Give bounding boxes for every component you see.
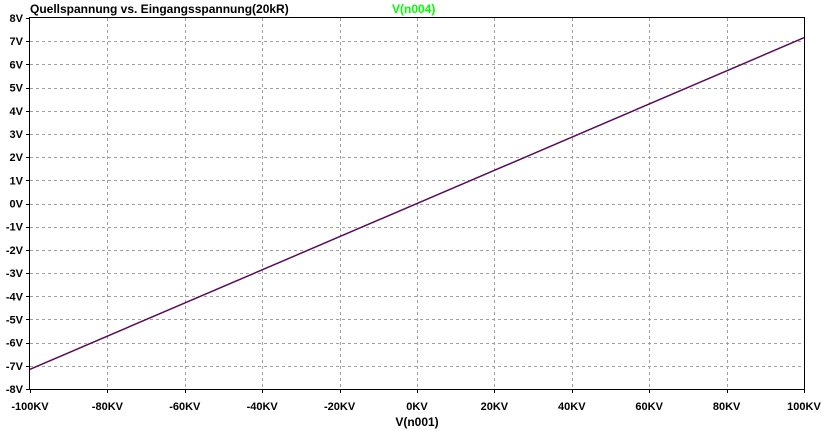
series-line-v-n004[interactable] — [29, 37, 805, 370]
x-tick-label: 80KV — [713, 401, 741, 413]
x-tick-label: 100KV — [787, 401, 821, 413]
y-tick-label: 3V — [10, 129, 24, 141]
y-tick-label: 8V — [10, 13, 24, 25]
x-tick-label: 0KV — [406, 401, 428, 413]
y-tick-label: 0V — [10, 199, 24, 211]
y-tick-label: -8V — [6, 384, 24, 396]
x-tick-label: -60KV — [169, 401, 201, 413]
chart-title: Quellspannung vs. Eingangsspannung(20kR) — [30, 2, 289, 16]
x-tick-label: 20KV — [481, 401, 509, 413]
y-tick-label: 1V — [10, 175, 24, 187]
y-tick-label: 7V — [10, 36, 24, 48]
y-tick-label: -6V — [6, 338, 24, 350]
y-tick-label: -5V — [6, 314, 24, 326]
y-tick-label: 4V — [10, 106, 24, 118]
x-tick-label: -100KV — [11, 401, 49, 413]
y-tick-label: 5V — [10, 83, 24, 95]
y-tick-label: 6V — [10, 59, 24, 71]
y-tick-label: -1V — [6, 222, 24, 234]
x-tick-label: -20KV — [324, 401, 356, 413]
y-tick-label: -3V — [6, 268, 24, 280]
y-tick-label: -7V — [6, 361, 24, 373]
y-tick-label: -4V — [6, 291, 24, 303]
trace-label-v-n004[interactable]: V(n004) — [392, 2, 436, 16]
x-axis-label: V(n001) — [395, 415, 438, 429]
x-tick-label: -40KV — [247, 401, 279, 413]
y-tick-label: -2V — [6, 245, 24, 257]
x-tick-label: 40KV — [558, 401, 586, 413]
x-tick-label: 60KV — [635, 401, 663, 413]
y-tick-label: 2V — [10, 152, 24, 164]
x-tick-label: -80KV — [92, 401, 124, 413]
